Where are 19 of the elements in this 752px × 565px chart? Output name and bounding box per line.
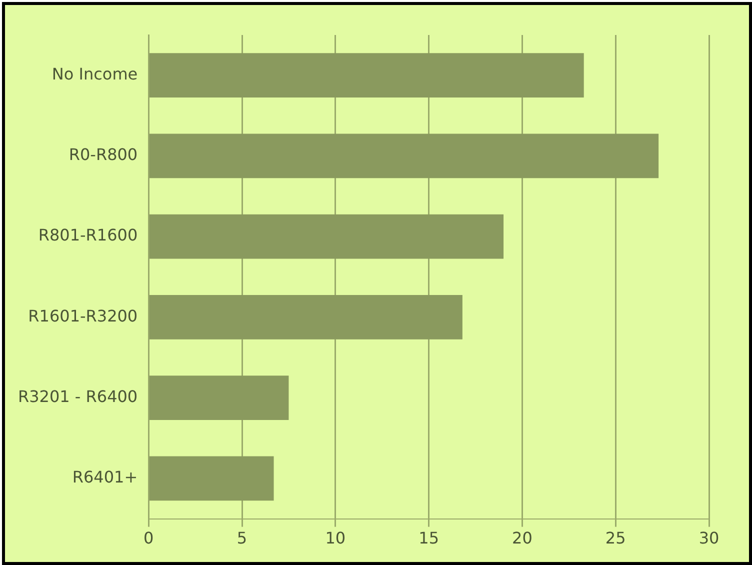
x-tick-label: 10 — [325, 528, 346, 548]
y-tick-label: R0-R800 — [68, 145, 138, 164]
y-tick-label: R3201 - R6400 — [18, 387, 138, 406]
x-tick-label: 25 — [605, 528, 626, 548]
bar — [149, 214, 504, 259]
y-tick-label: R801-R1600 — [38, 226, 138, 245]
x-tick-label: 5 — [236, 528, 248, 548]
bar — [149, 456, 274, 501]
bar — [149, 134, 659, 178]
y-tick-label: R1601-R3200 — [28, 306, 138, 326]
y-tick-label: R6401+ — [72, 468, 138, 487]
bar — [149, 376, 289, 420]
bar — [149, 295, 462, 340]
x-tick-label: 20 — [512, 528, 532, 548]
x-tick-label: 0 — [144, 528, 154, 548]
y-tick-label: No Income — [52, 64, 138, 84]
x-tick-label: 15 — [418, 528, 439, 548]
bar — [149, 53, 584, 98]
x-tick-label: 30 — [698, 528, 720, 548]
